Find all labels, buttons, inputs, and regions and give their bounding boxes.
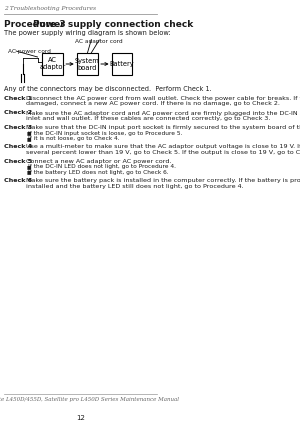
Bar — [42, 53, 63, 75]
Text: 12: 12 — [76, 415, 85, 421]
Text: Check 3: Check 3 — [4, 125, 32, 130]
Text: AC
adaptor: AC adaptor — [39, 58, 66, 70]
Text: Check 4: Check 4 — [4, 145, 32, 149]
Text: inlet and wall outlet. If these cables are connected correctly, go to Check 3.: inlet and wall outlet. If these cables a… — [26, 116, 270, 121]
Text: Make sure the battery pack is installed in the computer correctly. If the batter: Make sure the battery pack is installed … — [26, 179, 300, 183]
Text: If the DC-IN LED does not light, go to Procedure 4.: If the DC-IN LED does not light, go to P… — [28, 165, 176, 170]
Text: ■: ■ — [26, 170, 31, 175]
Text: Disconnect the AC power cord from wall outlet. Check the power cable for breaks.: Disconnect the AC power cord from wall o… — [26, 96, 300, 101]
Text: Check 6: Check 6 — [4, 179, 32, 183]
Text: Use a multi-meter to make sure that the AC adaptor output voltage is close to 19: Use a multi-meter to make sure that the … — [26, 145, 300, 149]
Text: ■: ■ — [26, 136, 31, 141]
Text: Power supply connection check: Power supply connection check — [33, 20, 194, 29]
Text: If it is not loose, go to Check 4.: If it is not loose, go to Check 4. — [28, 136, 119, 141]
Text: Check 5: Check 5 — [4, 159, 32, 164]
Text: Battery: Battery — [110, 61, 134, 67]
Bar — [77, 53, 98, 75]
Text: Make sure that the DC-IN input port socket is firmly secured to the system board: Make sure that the DC-IN input port sock… — [26, 125, 300, 130]
Text: System
board: System board — [75, 58, 100, 70]
Text: several percent lower than 19 V, go to Check 5. If the output is close to 19 V, : several percent lower than 19 V, go to C… — [26, 150, 300, 155]
Text: AC adaptor cord: AC adaptor cord — [75, 39, 123, 44]
Text: Make sure the AC adaptor cord and AC power cord are firmly plugged into the DC-I: Make sure the AC adaptor cord and AC pow… — [26, 111, 300, 115]
Text: ■: ■ — [26, 131, 31, 136]
Text: damaged, connect a new AC power cord. If there is no damage, go to Check 2.: damaged, connect a new AC power cord. If… — [26, 101, 280, 106]
Text: If the DC-IN input socket is loose, go to Procedure 5.: If the DC-IN input socket is loose, go t… — [28, 131, 182, 136]
Text: 2 Troubleshooting Procedures: 2 Troubleshooting Procedures — [4, 6, 96, 11]
Text: AC power cord: AC power cord — [8, 49, 50, 54]
Text: Check 2: Check 2 — [4, 111, 32, 115]
Text: Satellite L450D/455D, Satellite pro L450D Series Maintenance Manual: Satellite L450D/455D, Satellite pro L450… — [0, 397, 179, 402]
Text: Connect a new AC adaptor or AC power cord.: Connect a new AC adaptor or AC power cor… — [26, 159, 171, 164]
Text: ■: ■ — [26, 165, 31, 170]
Text: The power supply wiring diagram is shown below:: The power supply wiring diagram is shown… — [4, 30, 171, 36]
Text: installed and the battery LED still does not light, go to Procedure 4.: installed and the battery LED still does… — [26, 184, 243, 189]
Text: If the battery LED does not light, go to Check 6.: If the battery LED does not light, go to… — [28, 170, 169, 175]
Text: Any of the connectors may be disconnected.  Perform Check 1.: Any of the connectors may be disconnecte… — [4, 86, 212, 92]
Bar — [112, 53, 132, 75]
Text: Check 1: Check 1 — [4, 96, 32, 101]
Text: Procedure 3: Procedure 3 — [4, 20, 66, 29]
